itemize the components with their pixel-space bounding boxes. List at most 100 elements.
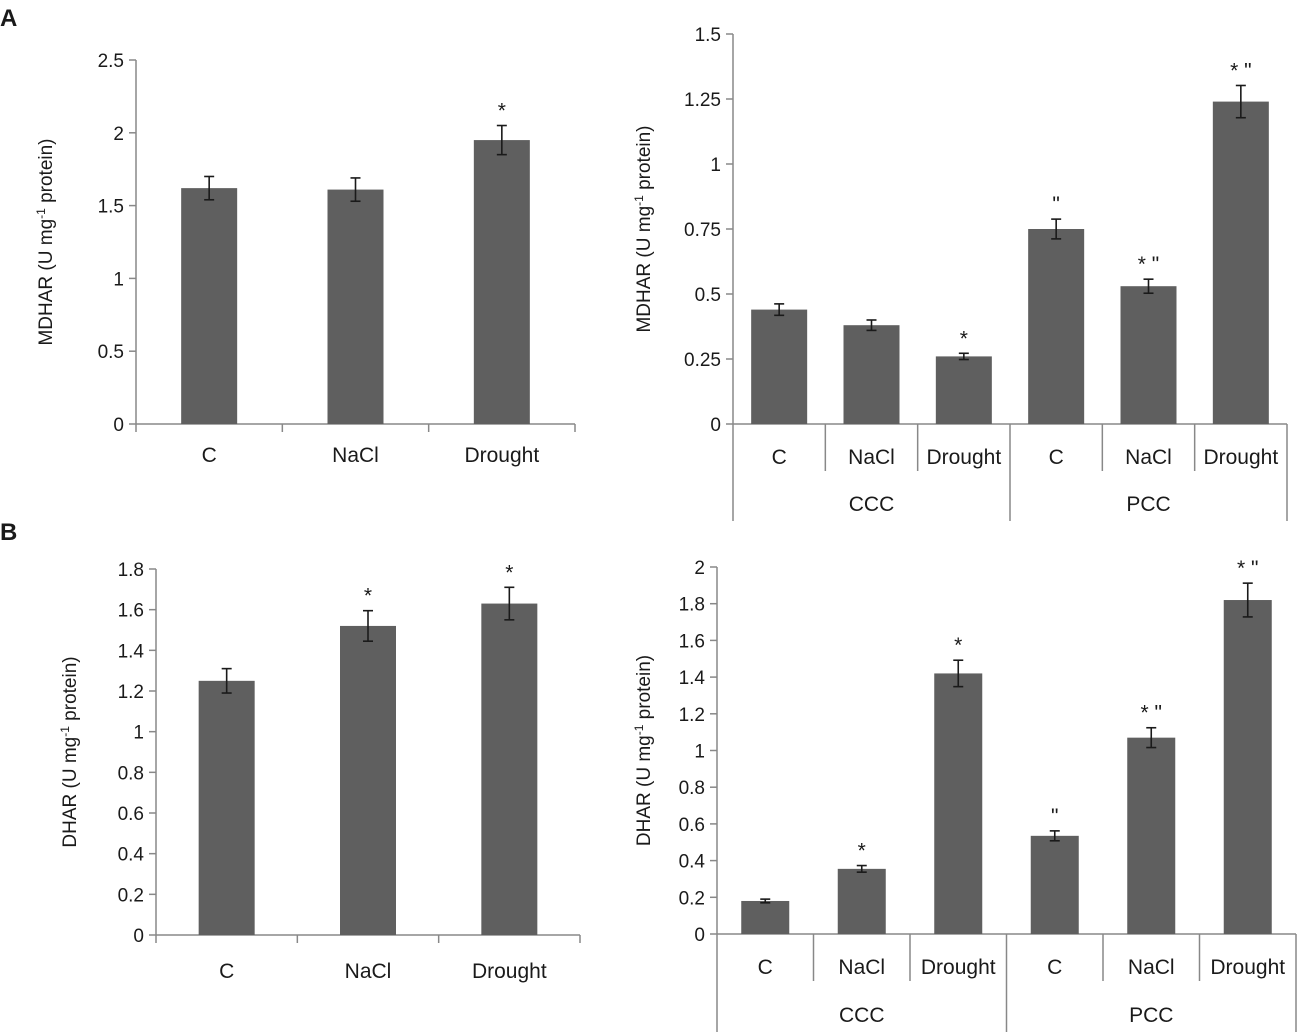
y-tick-label: 1: [133, 723, 144, 744]
y-tick-label: 1.4: [118, 641, 145, 662]
category-label: C: [219, 960, 234, 983]
bar: [843, 325, 900, 424]
group-label: CCC: [839, 1004, 885, 1027]
y-tick-label: 0.8: [118, 763, 144, 784]
panel-label-b: B: [0, 519, 17, 546]
category-label: NaCl: [345, 960, 392, 983]
y-axis-label: MDHAR (U mg-1 protein): [34, 138, 57, 345]
y-tick-label: 0.5: [695, 285, 721, 306]
y-axis-label-main: DHAR (U mg: [60, 737, 81, 848]
y-axis-label-tail: protein): [634, 655, 655, 725]
y-tick-label: 1.25: [684, 90, 721, 111]
y-tick-label: 1: [694, 742, 705, 763]
category-label: C: [758, 956, 773, 979]
group-label: CCC: [849, 493, 895, 516]
chart-mdhar-left: 0 0.5 1 1.5 2 2.5 C NaCl * Drought MDHAR (U mg-1 p…: [34, 51, 576, 467]
group-label: PCC: [1126, 493, 1170, 516]
y-axis-label-superscript: -1: [34, 208, 48, 219]
y-tick-label: 1.4: [679, 668, 706, 689]
y-tick-label: 1.2: [118, 682, 144, 703]
y-tick-label: 0.5: [98, 342, 124, 363]
y-tick-label: 0.8: [679, 778, 705, 799]
y-tick-label: 1: [113, 269, 124, 290]
category-label: C: [1049, 446, 1064, 469]
category-label: C: [202, 444, 217, 467]
significance-label: *: [505, 561, 513, 584]
y-axis-label-main: MDHAR (U mg: [36, 219, 57, 346]
bar: [198, 680, 255, 935]
y-tick-label: 1.2: [679, 705, 705, 726]
y-tick-label: 0: [710, 415, 721, 436]
bar: [327, 189, 384, 424]
y-axis-label: DHAR (U mg-1 protein): [58, 656, 81, 847]
y-axis-label-superscript: -1: [58, 726, 72, 737]
category-label: Drought: [926, 446, 1001, 469]
significance-label: *: [960, 327, 968, 350]
y-tick-label: 0.6: [118, 804, 144, 825]
bar: [1030, 835, 1079, 934]
significance-label: ": [1052, 193, 1059, 216]
y-tick-label: 1.5: [98, 197, 124, 218]
category-label: NaCl: [848, 446, 895, 469]
chart-dhar-right: 0 0.2 0.4 0.6 0.8 1 1.2 1.4 1.6 1.8 2 C * NaCl * Drough…: [632, 557, 1297, 1032]
significance-label: *: [954, 634, 962, 657]
y-tick-label: 0.75: [684, 220, 721, 241]
group-label: PCC: [1129, 1004, 1173, 1027]
bar: [741, 900, 790, 934]
bar: [1028, 229, 1085, 424]
bar: [1212, 101, 1269, 424]
category-label: NaCl: [1125, 446, 1172, 469]
significance-label: ": [1051, 805, 1058, 828]
chart-mdhar-right: 0 0.25 0.5 0.75 1 1.25 1.5 C NaCl * Drought " C * " Na…: [632, 25, 1288, 521]
y-tick-label: 0.6: [679, 815, 705, 836]
significance-label: * ": [1141, 702, 1162, 725]
y-tick-label: 2: [694, 558, 705, 579]
chart-dhar-left: 0 0.2 0.4 0.6 0.8 1 1.2 1.4 1.6 1.8 C * NaCl * Drought…: [58, 560, 581, 983]
y-axis-label-tail: protein): [60, 656, 81, 726]
bar: [340, 625, 396, 935]
category-label: NaCl: [332, 444, 379, 467]
bar: [751, 309, 808, 424]
bar: [934, 673, 983, 934]
significance-label: * ": [1138, 253, 1159, 276]
significance-label: * ": [1237, 557, 1258, 580]
category-label: Drought: [1210, 956, 1285, 979]
y-axis-label-tail: protein): [634, 125, 655, 195]
category-label: C: [1047, 956, 1062, 979]
category-label: NaCl: [1128, 956, 1175, 979]
y-tick-label: 1.5: [695, 25, 721, 46]
y-axis-label-main: MDHAR (U mg: [634, 206, 655, 333]
category-label: Drought: [464, 444, 539, 467]
y-tick-label: 1: [710, 155, 721, 176]
y-tick-label: 2.5: [98, 51, 124, 72]
bar: [1127, 737, 1176, 934]
y-tick-label: 0: [694, 925, 705, 946]
y-tick-label: 0.4: [118, 845, 145, 866]
y-tick-label: 0: [113, 415, 124, 436]
y-tick-label: 1.6: [118, 601, 144, 622]
category-label: C: [772, 446, 787, 469]
y-axis-label-superscript: -1: [632, 195, 646, 206]
bar: [181, 188, 238, 424]
significance-label: *: [498, 100, 506, 123]
category-label: NaCl: [838, 956, 885, 979]
y-tick-label: 2: [113, 124, 124, 145]
y-axis-label-main: DHAR (U mg: [634, 735, 655, 846]
y-tick-label: 0: [133, 926, 144, 947]
significance-label: * ": [1230, 59, 1251, 82]
significance-label: *: [858, 840, 866, 863]
bar: [1120, 286, 1177, 424]
y-tick-label: 1.6: [679, 631, 705, 652]
y-tick-label: 0.2: [118, 885, 144, 906]
bar: [481, 603, 538, 935]
y-axis-label: MDHAR (U mg-1 protein): [632, 125, 655, 332]
bar: [1223, 600, 1272, 934]
y-tick-label: 1.8: [679, 595, 705, 616]
y-tick-label: 0.2: [679, 888, 705, 909]
y-tick-label: 1.8: [118, 560, 144, 581]
panel-label-a: A: [0, 5, 17, 32]
category-label: Drought: [472, 960, 547, 983]
y-axis-label-superscript: -1: [632, 724, 646, 735]
category-label: Drought: [1203, 446, 1278, 469]
bar: [935, 356, 992, 424]
